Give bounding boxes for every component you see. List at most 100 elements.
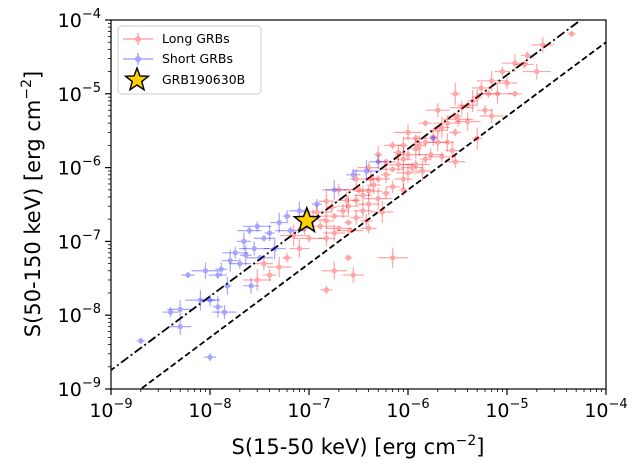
data-point <box>531 36 554 53</box>
data-point <box>323 224 346 241</box>
data-point <box>325 225 352 232</box>
data-point <box>477 105 494 116</box>
data-point <box>376 158 397 165</box>
data-point <box>342 267 365 284</box>
data-point <box>237 226 262 235</box>
data-point <box>185 290 216 311</box>
data-point <box>472 89 483 106</box>
data-point <box>264 224 275 241</box>
data-point <box>243 221 272 232</box>
data-point <box>337 195 360 218</box>
data-point <box>243 268 272 291</box>
data-point <box>401 162 424 173</box>
data-point <box>383 157 414 172</box>
data-point <box>449 100 474 115</box>
data-point <box>567 30 576 37</box>
data-point <box>262 269 277 282</box>
series-grb190630b <box>292 205 322 234</box>
data-point <box>247 254 274 261</box>
data-point <box>204 353 216 362</box>
data-point <box>321 213 348 220</box>
data-point <box>169 318 192 335</box>
y-tick-label: 10−6 <box>58 155 101 180</box>
data-point <box>350 169 363 190</box>
data-point <box>282 252 293 263</box>
data-point <box>448 113 463 120</box>
data-point <box>346 168 361 181</box>
data-point <box>212 305 237 320</box>
data-point <box>336 191 357 210</box>
series-short-grbs <box>136 135 438 362</box>
data-point <box>167 300 194 319</box>
grb190630b-star-icon <box>292 205 322 234</box>
x-axis-ticks: 10−9 10−8 10−7 10−6 10−5 10−4 <box>89 389 628 422</box>
data-point <box>344 219 353 226</box>
data-point <box>336 203 349 218</box>
data-point <box>440 133 455 152</box>
data-point <box>181 272 196 279</box>
data-point <box>350 210 363 225</box>
data-point <box>289 239 310 258</box>
data-point <box>445 141 460 160</box>
data-point <box>267 256 292 277</box>
data-point <box>136 337 145 344</box>
data-point <box>357 193 380 216</box>
data-point <box>239 245 252 266</box>
data-point <box>354 186 383 197</box>
data-point <box>369 154 388 169</box>
legend-star-icon <box>123 65 151 92</box>
data-point <box>428 126 447 135</box>
data-point <box>482 83 513 104</box>
data-point <box>399 136 408 155</box>
data-point <box>454 112 481 131</box>
data-point <box>445 155 466 168</box>
legend: Long GRBs Short GRBs GRB190630B <box>117 25 262 95</box>
data-point <box>318 230 335 247</box>
plot-frame <box>110 19 607 390</box>
data-point <box>318 212 335 229</box>
series-long-grbs <box>243 30 576 294</box>
data-point <box>344 254 353 261</box>
x-tick-label: 10−8 <box>188 397 231 422</box>
legend-marker-long <box>123 33 153 45</box>
data-point <box>222 249 239 272</box>
data-point <box>162 307 179 318</box>
data-point <box>366 176 381 195</box>
data-point <box>318 190 335 213</box>
x-axis-label: S(15-50 keV) [erg cm−2] <box>231 433 484 459</box>
data-point <box>325 183 352 196</box>
data-point <box>467 89 478 112</box>
data-point <box>429 127 438 146</box>
data-point <box>352 159 381 182</box>
data-point <box>409 138 422 159</box>
y-tick-label: 10−4 <box>58 7 101 32</box>
data-point <box>321 261 348 280</box>
data-point <box>394 124 422 141</box>
data-point <box>352 194 361 207</box>
x-tick-label: 10−5 <box>485 397 528 422</box>
data-point <box>515 60 534 69</box>
data-point <box>425 103 450 118</box>
data-point <box>417 148 444 161</box>
data-point <box>236 232 251 251</box>
reference-line-dashed <box>139 41 606 389</box>
data-point <box>366 175 391 184</box>
data-point <box>385 180 400 193</box>
data-point <box>383 141 402 150</box>
x-tick-label: 10−4 <box>584 397 627 422</box>
data-point <box>353 203 372 218</box>
data-point <box>360 213 373 228</box>
data-point <box>357 162 380 173</box>
data-point <box>270 212 289 233</box>
data-point <box>450 82 461 105</box>
data-point <box>413 160 432 181</box>
data-point <box>377 247 408 268</box>
legend-label-short: Short GRBs <box>162 51 233 66</box>
data-point <box>457 102 478 109</box>
y-tick-label: 10−9 <box>58 376 101 401</box>
data-point <box>212 295 223 318</box>
data-point <box>443 112 474 127</box>
data-point <box>222 246 249 259</box>
data-point <box>522 63 551 80</box>
